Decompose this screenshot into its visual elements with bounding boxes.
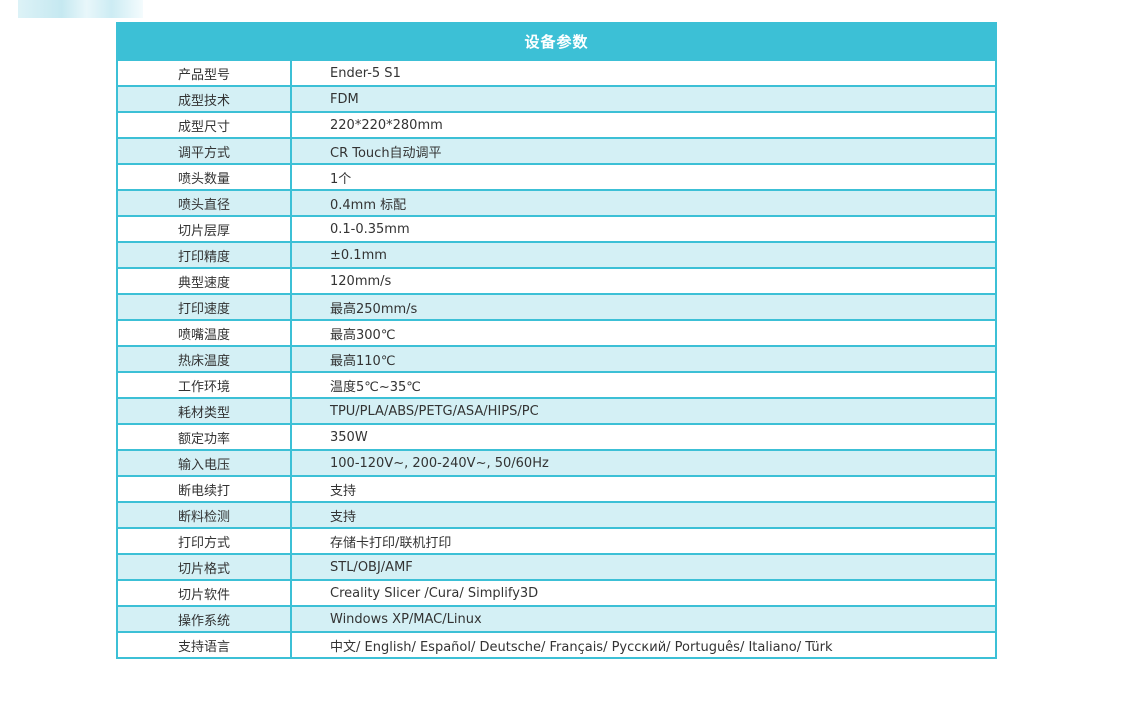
spec-label: 调平方式 bbox=[116, 137, 292, 165]
spec-label: 打印精度 bbox=[116, 241, 292, 269]
table-row: 打印方式 存储卡打印/联机打印 bbox=[116, 527, 998, 555]
blurred-header-fragment bbox=[18, 0, 143, 18]
table-row: 喷嘴温度 最高300℃ bbox=[116, 319, 998, 347]
spec-label: 喷头直径 bbox=[116, 189, 292, 217]
spec-value: STL/OBJ/AMF bbox=[289, 553, 998, 581]
spec-value: ±0.1mm bbox=[289, 241, 998, 269]
spec-value: 0.1-0.35mm bbox=[289, 215, 998, 243]
spec-table: 设备参数 产品型号 Ender-5 S1 成型技术 FDM 成型尺寸 220*220*28… bbox=[115, 22, 998, 659]
spec-value: 120mm/s bbox=[289, 267, 998, 295]
table-row: 额定功率 350W bbox=[116, 423, 998, 451]
table-row: 喷头直径 0.4mm 标配 bbox=[116, 189, 998, 217]
spec-value: Windows XP/MAC/Linux bbox=[289, 605, 998, 633]
table-row: 操作系统 Windows XP/MAC/Linux bbox=[116, 605, 998, 633]
spec-label: 切片格式 bbox=[116, 553, 292, 581]
table-row: 成型尺寸 220*220*280mm bbox=[116, 111, 998, 139]
spec-label: 成型尺寸 bbox=[116, 111, 292, 139]
spec-label: 切片软件 bbox=[116, 579, 292, 607]
spec-label: 打印速度 bbox=[116, 293, 292, 321]
table-row: 产品型号 Ender-5 S1 bbox=[116, 59, 998, 87]
spec-label: 断电续打 bbox=[116, 475, 292, 503]
table-row: 支持语言 中文/ English/ Español/ Deutsche/ Fran… bbox=[116, 631, 998, 659]
table-row: 断电续打 支持 bbox=[116, 475, 998, 503]
spec-value: 存储卡打印/联机打印 bbox=[289, 527, 998, 555]
spec-label: 打印方式 bbox=[116, 527, 292, 555]
spec-label: 耗材类型 bbox=[116, 397, 292, 425]
table-title: 设备参数 bbox=[115, 22, 998, 61]
table-row: 喷头数量 1个 bbox=[116, 163, 998, 191]
table-row: 打印速度 最高250mm/s bbox=[116, 293, 998, 321]
spec-label: 喷嘴温度 bbox=[116, 319, 292, 347]
spec-value: FDM bbox=[289, 85, 998, 113]
spec-label: 断料检测 bbox=[116, 501, 292, 529]
spec-value: 1个 bbox=[289, 163, 998, 191]
table-row: 调平方式 CR Touch自动调平 bbox=[116, 137, 998, 165]
spec-label: 额定功率 bbox=[116, 423, 292, 451]
table-row: 耗材类型 TPU/PLA/ABS/PETG/ASA/HIPS/PC bbox=[116, 397, 998, 425]
table-row: 工作环境 温度5℃~35℃ bbox=[116, 371, 998, 399]
spec-value: 中文/ English/ Español/ Deutsche/ Français… bbox=[289, 631, 998, 659]
spec-label: 热床温度 bbox=[116, 345, 292, 373]
table-row: 断料检测 支持 bbox=[116, 501, 998, 529]
spec-value: Creality Slicer /Cura/ Simplify3D bbox=[289, 579, 998, 607]
spec-value: 0.4mm 标配 bbox=[289, 189, 998, 217]
table-row: 切片软件 Creality Slicer /Cura/ Simplify3D bbox=[116, 579, 998, 607]
spec-label: 输入电压 bbox=[116, 449, 292, 477]
table-header-row: 设备参数 bbox=[115, 22, 998, 61]
spec-value: Ender-5 S1 bbox=[289, 59, 998, 87]
spec-value: TPU/PLA/ABS/PETG/ASA/HIPS/PC bbox=[289, 397, 998, 425]
spec-value: CR Touch自动调平 bbox=[289, 137, 998, 165]
spec-value: 最高250mm/s bbox=[289, 293, 998, 321]
table-row: 切片格式 STL/OBJ/AMF bbox=[116, 553, 998, 581]
table-row: 成型技术 FDM bbox=[116, 85, 998, 113]
table-row: 切片层厚 0.1-0.35mm bbox=[116, 215, 998, 243]
table-row: 典型速度 120mm/s bbox=[116, 267, 998, 295]
spec-value: 最高110℃ bbox=[289, 345, 998, 373]
spec-label: 喷头数量 bbox=[116, 163, 292, 191]
spec-label: 成型技术 bbox=[116, 85, 292, 113]
spec-label: 典型速度 bbox=[116, 267, 292, 295]
spec-value: 220*220*280mm bbox=[289, 111, 998, 139]
spec-value: 350W bbox=[289, 423, 998, 451]
table-row: 热床温度 最高110℃ bbox=[116, 345, 998, 373]
table-row: 打印精度 ±0.1mm bbox=[116, 241, 998, 269]
spec-value: 支持 bbox=[289, 501, 998, 529]
spec-value: 支持 bbox=[289, 475, 998, 503]
spec-label: 切片层厚 bbox=[116, 215, 292, 243]
spec-value: 温度5℃~35℃ bbox=[289, 371, 998, 399]
spec-label: 支持语言 bbox=[116, 631, 292, 659]
spec-value: 最高300℃ bbox=[289, 319, 998, 347]
spec-label: 工作环境 bbox=[116, 371, 292, 399]
table-body: 产品型号 Ender-5 S1 成型技术 FDM 成型尺寸 220*220*280mm 调平… bbox=[116, 59, 998, 659]
spec-value: 100-120V~, 200-240V~, 50/60Hz bbox=[289, 449, 998, 477]
table-row: 输入电压 100-120V~, 200-240V~, 50/60Hz bbox=[116, 449, 998, 477]
spec-label: 产品型号 bbox=[116, 59, 292, 87]
spec-label: 操作系统 bbox=[116, 605, 292, 633]
